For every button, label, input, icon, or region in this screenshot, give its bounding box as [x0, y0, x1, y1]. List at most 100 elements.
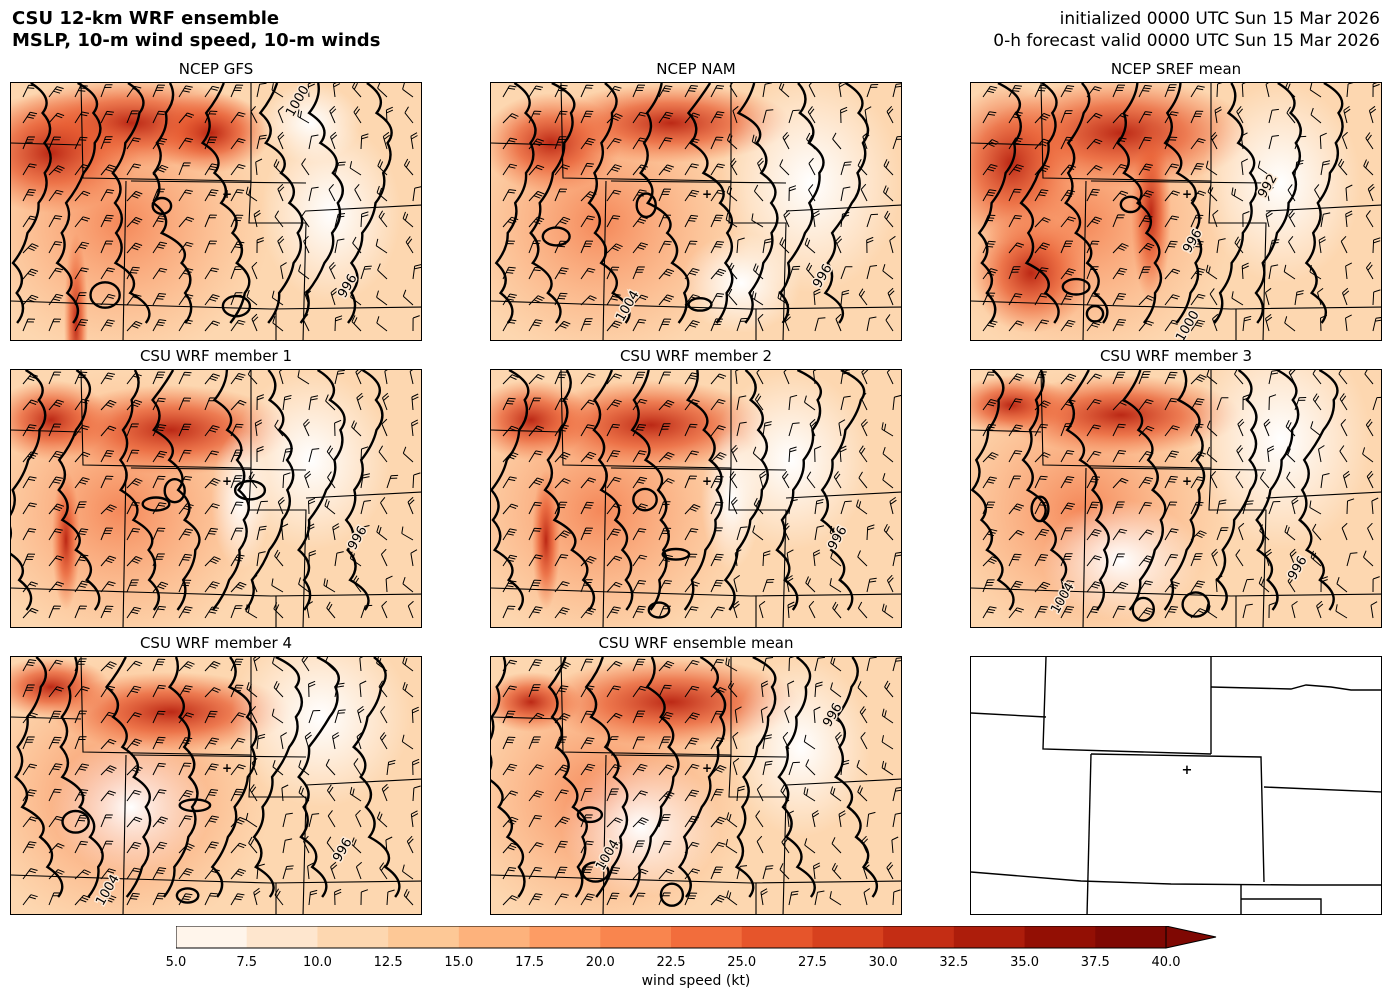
wind-barb-icon	[1060, 580, 1075, 593]
wind-barb-icon	[658, 736, 671, 750]
wind-barb-icon	[658, 605, 671, 619]
wind-barb-icon	[710, 111, 725, 124]
panel-title-ensmean: CSU WRF ensemble mean	[598, 634, 794, 652]
wind-barb-icon	[753, 497, 764, 515]
wind-barb-icon	[126, 685, 142, 698]
wind-barb-icon	[152, 502, 167, 515]
wind-barb-icon	[271, 290, 284, 306]
wind-barb-icon	[528, 554, 543, 567]
wind-barb-icon	[632, 424, 647, 437]
wind-barbs	[502, 370, 901, 619]
wind-barb-icon	[204, 136, 218, 150]
wind-barb-icon	[1060, 136, 1074, 150]
wind-barb-icon	[204, 892, 218, 906]
wind-barb-icon	[74, 267, 89, 280]
wind-barb-icon	[1190, 190, 1207, 202]
wind-barb-icon	[803, 787, 816, 802]
boundary-line	[785, 491, 901, 499]
isobar	[55, 83, 102, 324]
wind-barb-icon	[856, 759, 868, 776]
wind-barb-icon	[355, 370, 363, 385]
wind-barb-icon	[48, 503, 65, 515]
wind-barb-icon	[360, 446, 369, 463]
wind-barb-icon	[658, 892, 671, 906]
wind-barb-icon	[376, 525, 388, 541]
wind-barb-icon	[1034, 112, 1051, 124]
wind-barb-icon	[1190, 319, 1206, 332]
boundary-line	[785, 204, 901, 212]
wind-barb-icon	[1209, 288, 1218, 306]
wind-barb-icon	[580, 866, 593, 880]
wind-barb-icon	[1190, 163, 1205, 176]
wind-barb-icon	[1008, 503, 1024, 515]
wind-barb-icon	[152, 397, 166, 411]
wind-barb-icon	[152, 450, 168, 463]
wind-barbs	[22, 657, 421, 906]
wind-barb-icon	[889, 496, 897, 515]
wind-barb-icon	[1034, 423, 1048, 437]
wind-barb-icon	[729, 157, 738, 176]
wind-barb-icon	[282, 395, 292, 411]
wind-barb-icon	[756, 783, 764, 802]
wind-barb-icon	[48, 555, 64, 567]
boundary-line	[130, 180, 307, 184]
state-boundaries	[491, 657, 901, 914]
wind-barb-icon	[1164, 501, 1178, 515]
wind-barb-icon	[385, 575, 393, 593]
wind-barb-icon	[835, 313, 842, 332]
wind-barb-icon	[882, 264, 894, 280]
wind-barb-icon	[308, 813, 320, 828]
wind-barb-icon	[762, 734, 772, 750]
wind-barb-icon	[632, 242, 648, 254]
wind-barb-icon	[48, 241, 63, 254]
wind-barb-icon	[328, 183, 336, 202]
wind-barb-icon	[230, 423, 244, 437]
wind-barb-icon	[1060, 423, 1073, 437]
wind-barb-icon	[812, 210, 820, 228]
wind-barb-icon	[152, 319, 167, 332]
wind-barb-icon	[412, 186, 421, 202]
colorbar-segment	[812, 926, 884, 948]
wind-barb-icon	[126, 163, 141, 176]
wind-barb-icon	[554, 554, 569, 567]
colorbar-tick-label: 27.5	[797, 955, 827, 970]
wind-barb-icon	[22, 736, 35, 750]
wind-barb-icon	[308, 186, 319, 202]
wind-barb-icon	[1034, 319, 1049, 332]
wind-barb-icon	[632, 658, 646, 672]
wind-barb-icon	[332, 523, 340, 541]
wind-barb-icon	[1216, 83, 1223, 98]
wind-barb-icon	[22, 243, 39, 254]
colorbar-segment	[671, 926, 743, 948]
wind-barb-icon	[1210, 470, 1218, 489]
wind-barb-icon	[838, 83, 846, 98]
wind-barb-icon	[833, 471, 842, 489]
wind-barb-icon	[48, 189, 64, 202]
wind-barb-icon	[814, 317, 826, 332]
wind-barb-icon	[580, 788, 593, 802]
wind-barb-icon	[1316, 600, 1324, 619]
isobar	[1213, 83, 1258, 324]
wind-barb-icon	[326, 836, 336, 854]
wind-barb-icon	[1287, 575, 1296, 593]
wind-barb-icon	[1268, 370, 1279, 385]
wind-barb-icon	[1086, 188, 1100, 202]
wind-barb-icon	[884, 210, 894, 228]
wind-barb-icon	[502, 685, 517, 698]
wind-barb-icon	[204, 789, 219, 802]
map-panel-sref: +992 996 1000	[970, 82, 1382, 341]
title-line-2: MSLP, 10-m wind speed, 10-m winds	[12, 30, 381, 51]
mslp-contours	[494, 83, 870, 324]
boundary-line	[1040, 370, 1212, 469]
wind-barb-icon	[304, 731, 312, 750]
wind-barb-icon	[1259, 524, 1270, 541]
wind-barb-icon	[1287, 184, 1296, 202]
wind-barb-icon	[710, 318, 723, 332]
wind-barb-icon	[22, 502, 37, 515]
wind-barb-icon	[306, 601, 313, 619]
wind-barb-icon	[1336, 577, 1348, 593]
wind-barb-icon	[1366, 470, 1374, 489]
wind-barb-icon	[1312, 393, 1322, 411]
isobar	[629, 657, 680, 898]
wind-barb-icon	[1164, 425, 1180, 437]
